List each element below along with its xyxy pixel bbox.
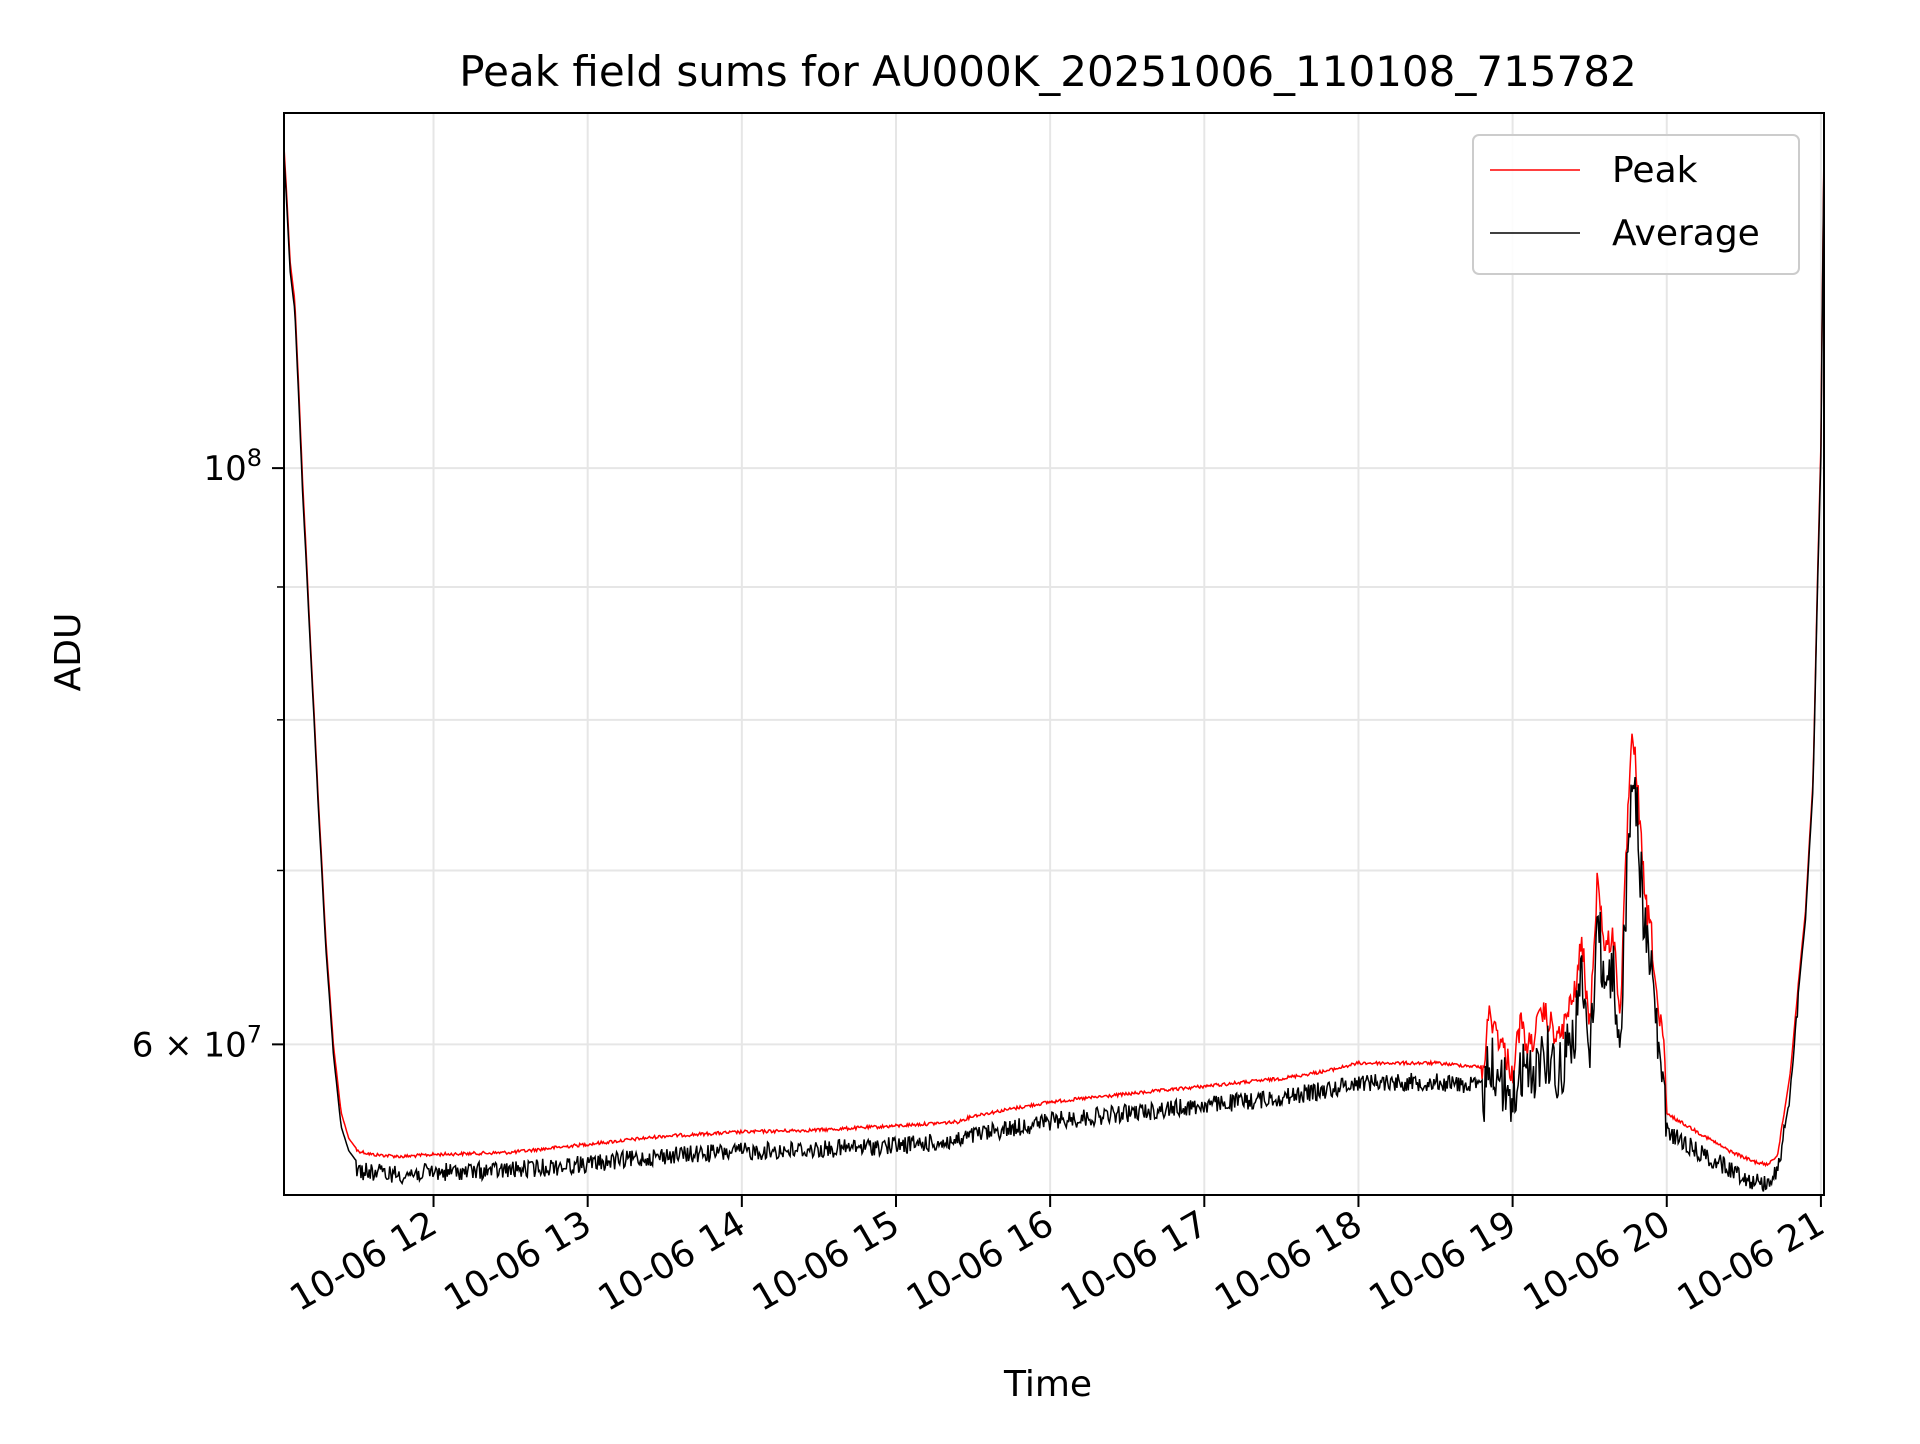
chart-title: Peak field sums for AU000K_20251006_1101… bbox=[459, 47, 1636, 96]
x-tick-label: 10-06 16 bbox=[900, 1203, 1061, 1319]
x-tick-label: 10-06 15 bbox=[746, 1203, 907, 1319]
series-line-peak bbox=[283, 146, 1825, 1168]
x-tick-label: 10-06 20 bbox=[1517, 1203, 1678, 1319]
y-tick-label: 108 bbox=[203, 444, 262, 489]
y-tick-label: 6 × 107 bbox=[132, 1020, 262, 1065]
legend-label-peak: Peak bbox=[1612, 150, 1698, 191]
plot-frame bbox=[283, 112, 1825, 1196]
x-tick-label: 10-06 12 bbox=[283, 1203, 444, 1319]
x-tick-label: 10-06 13 bbox=[438, 1203, 599, 1319]
legend: Peak Average bbox=[1472, 134, 1800, 275]
y-axis-ticks: 108 6 × 107 bbox=[132, 444, 284, 1065]
grid bbox=[284, 113, 1824, 1195]
x-tick-label: 10-06 18 bbox=[1208, 1203, 1369, 1319]
series-lines bbox=[283, 146, 1825, 1192]
series-line-average bbox=[283, 154, 1825, 1192]
x-tick-label: 10-06 17 bbox=[1054, 1203, 1215, 1319]
x-tick-label: 10-06 19 bbox=[1362, 1203, 1523, 1319]
x-tick-label: 10-06 14 bbox=[592, 1203, 753, 1319]
x-tick-label: 10-06 21 bbox=[1671, 1203, 1832, 1319]
x-axis-label: Time bbox=[1003, 1364, 1092, 1405]
legend-label-average: Average bbox=[1612, 213, 1760, 254]
y-axis-label: ADU bbox=[48, 613, 89, 692]
